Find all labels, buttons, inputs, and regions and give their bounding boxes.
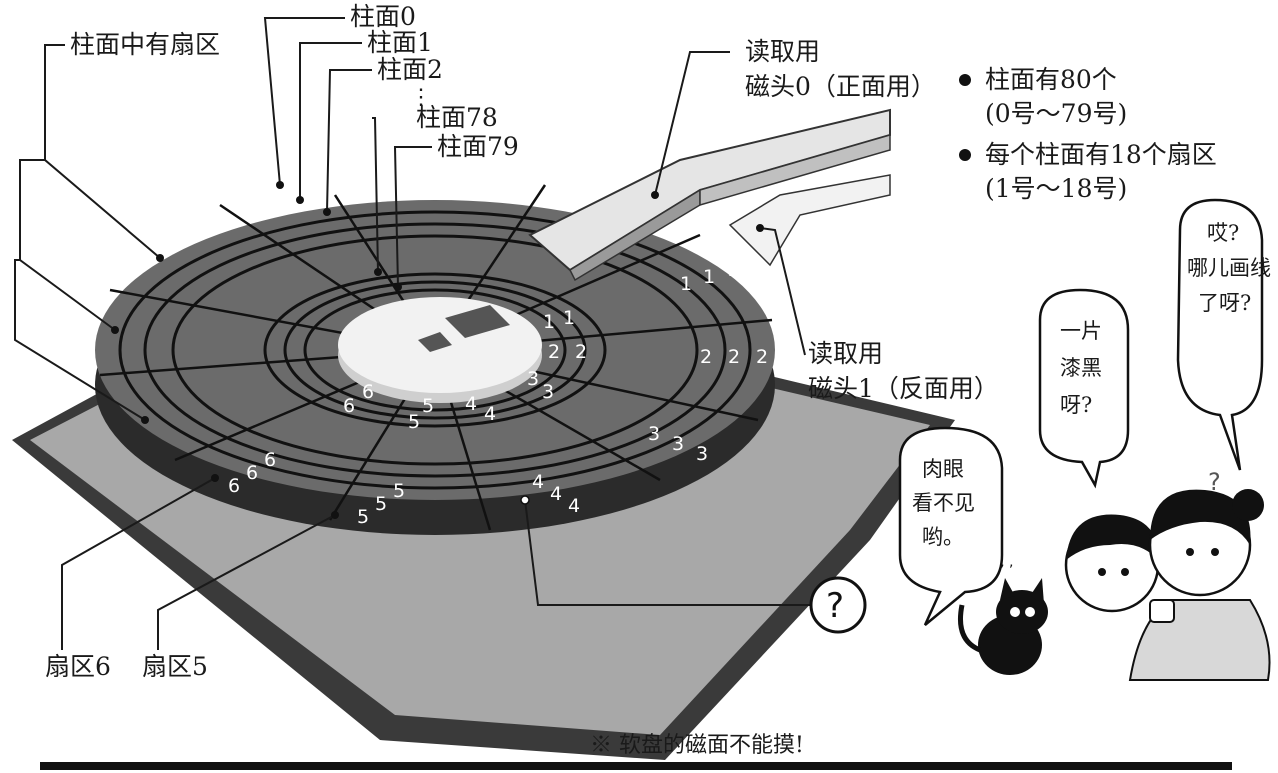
bullet-2-line2: (1号～18号) xyxy=(985,174,1127,203)
svg-text:’ ’: ’ ’ xyxy=(1000,563,1013,579)
sector-number-2: 2 xyxy=(728,346,740,368)
bubble-3-line2: 看不见 xyxy=(912,491,975,515)
sector-number-3: 3 xyxy=(527,368,539,390)
label-head1-line2: 磁头1（反面用） xyxy=(808,374,999,403)
footer-rule xyxy=(40,762,1232,770)
disk xyxy=(95,184,775,535)
bubble-2-line1: 一片 xyxy=(1060,319,1102,343)
sector-number-2: 2 xyxy=(756,346,768,368)
bubble-3-line1: 肉眼 xyxy=(922,457,964,481)
sector-number-5: 5 xyxy=(375,493,387,515)
sector-number-2: 2 xyxy=(575,341,587,363)
label-sector-5: 扇区5 xyxy=(142,652,208,681)
label-head0-line1: 读取用 xyxy=(745,37,820,66)
sector-number-6: 6 xyxy=(228,475,240,497)
label-cylinder-79: 柱面79 xyxy=(437,132,519,161)
sector-number-4: 4 xyxy=(532,471,544,493)
speech-bubble-3: 肉眼 看不见 哟。 xyxy=(898,426,1004,626)
sector-number-2: 2 xyxy=(700,346,712,368)
label-cylinder-0: 柱面0 xyxy=(350,2,416,31)
speech-bubble-1: 哎? 哪儿画线 了呀? xyxy=(1176,198,1271,471)
sector-number-4: 4 xyxy=(484,403,496,425)
sector-number-1: 1 xyxy=(563,307,575,329)
sector-number-2: 2 xyxy=(548,341,560,363)
sector-number-5: 5 xyxy=(408,411,420,433)
sector-number-3: 3 xyxy=(648,423,660,445)
leader-lines xyxy=(14,17,810,650)
label-sector-6: 扇区6 xyxy=(45,652,111,681)
sector-number-6: 6 xyxy=(362,381,374,403)
sector-number-3: 3 xyxy=(696,443,708,465)
bullet-list: 柱面有80个 (0号～79号) 每个柱面有18个扇区 (1号～18号) xyxy=(959,65,1217,203)
leader-dots xyxy=(111,181,764,519)
speech-bubble-2: 一片 漆黑 呀? xyxy=(1038,288,1130,489)
label-sectors-in-cylinder: 柱面中有扇区 xyxy=(70,30,220,59)
bubble-1-line1: 哎? xyxy=(1207,221,1239,245)
bullet-1-line1: 柱面有80个 xyxy=(985,65,1117,94)
girls-illustration: ? xyxy=(1064,468,1271,681)
sector-number-4: 4 xyxy=(568,495,580,517)
cat-illustration: ’ ’ xyxy=(958,563,1048,675)
label-cylinder-2: 柱面2 xyxy=(377,55,443,84)
svg-text:?: ? xyxy=(1208,468,1221,496)
label-head1-line1: 读取用 xyxy=(808,339,883,368)
sector-number-6: 6 xyxy=(343,395,355,417)
sector-number-1: 1 xyxy=(543,311,555,333)
sector-number-5: 5 xyxy=(393,480,405,502)
bullet-1-line2: (0号～79号) xyxy=(985,99,1127,128)
sector-number-4: 4 xyxy=(465,393,477,415)
sector-number-1: 1 xyxy=(727,259,739,281)
label-cylinder-1: 柱面1 xyxy=(367,28,433,57)
bubble-1-line2: 哪儿画线 xyxy=(1187,256,1271,280)
label-dots: ⋮ xyxy=(410,85,432,110)
sector-number-6: 6 xyxy=(246,462,258,484)
label-head0-line2: 磁头0（正面用） xyxy=(745,72,936,101)
sector-number-5: 5 xyxy=(357,506,369,528)
sector-numbers: 1 1 1 1 1 2 2 2 2 2 3 3 3 3 3 4 4 4 4 4 … xyxy=(228,259,768,528)
bubble-2-line3: 呀? xyxy=(1060,393,1092,417)
bullet-2-line1: 每个柱面有18个扇区 xyxy=(985,140,1217,169)
footer-note: ※ 软盘的磁面不能摸! xyxy=(590,733,804,758)
sector-number-6: 6 xyxy=(264,449,276,471)
bubble-1-line3: 了呀? xyxy=(1198,291,1251,315)
sector-number-5: 5 xyxy=(422,395,434,417)
sector-number-3: 3 xyxy=(542,381,554,403)
bubble-2-line2: 漆黑 xyxy=(1060,356,1102,380)
read-head-0 xyxy=(528,108,891,282)
sector-number-1: 1 xyxy=(680,273,692,295)
sector-number-4: 4 xyxy=(550,483,562,505)
bullet-icon xyxy=(959,149,971,161)
question-mark: ? xyxy=(826,586,844,626)
bubble-3-line3: 哟。 xyxy=(922,525,964,549)
sector-number-3: 3 xyxy=(672,433,684,455)
read-head-1 xyxy=(728,174,891,267)
bullet-icon xyxy=(959,74,971,86)
sector-number-1: 1 xyxy=(703,266,715,288)
question-circle: ? xyxy=(809,576,867,634)
label-cylinder-78: 柱面78 xyxy=(416,103,498,132)
